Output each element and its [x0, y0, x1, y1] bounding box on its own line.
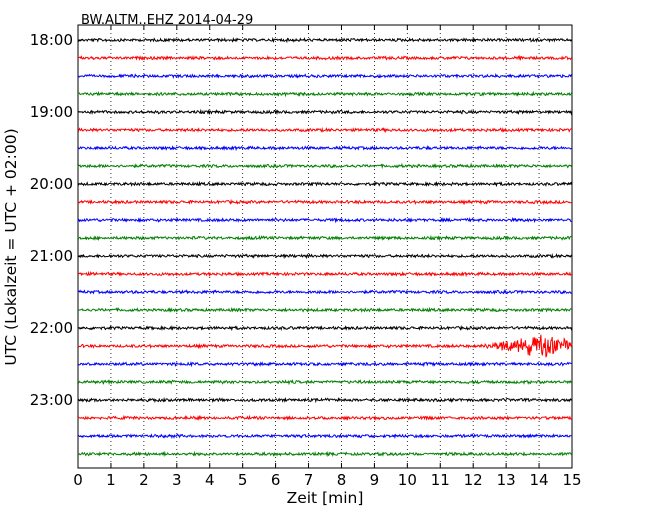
seismic-trace	[77, 450, 573, 458]
seismic-trace	[77, 324, 573, 332]
seismic-trace	[77, 306, 573, 313]
x-tick-label: 8	[337, 471, 347, 489]
x-tick-label: 3	[172, 471, 182, 489]
x-tick-label: 14	[530, 471, 549, 489]
seismic-trace	[77, 90, 573, 98]
seismic-trace	[77, 198, 573, 206]
x-tick-label: 5	[238, 471, 248, 489]
y-tick-label: 22:00	[30, 319, 73, 337]
plot-frame	[77, 24, 573, 469]
x-tick-label: 9	[370, 471, 380, 489]
y-tick-label: 18:00	[30, 31, 73, 49]
seismic-trace	[77, 396, 573, 404]
x-tick-label: 10	[398, 471, 417, 489]
seismic-trace	[77, 54, 573, 62]
seismic-trace	[77, 108, 573, 116]
seismic-trace	[77, 289, 573, 295]
seismic-trace	[77, 162, 573, 170]
x-tick-label: 4	[205, 471, 215, 489]
y-tick-label: 20:00	[30, 175, 73, 193]
x-tick-label: 0	[73, 471, 83, 489]
seismic-trace	[77, 72, 573, 79]
seismic-trace	[77, 433, 573, 440]
x-tick-label: 1	[106, 471, 116, 489]
y-tick-label: 23:00	[30, 391, 73, 409]
grid-lines	[110, 25, 540, 468]
seismic-trace	[77, 216, 573, 224]
trace-layer	[77, 36, 573, 458]
x-tick-label: 2	[139, 471, 149, 489]
seismic-trace	[77, 180, 573, 188]
seismic-trace	[77, 414, 573, 421]
x-tick-label: 13	[497, 471, 516, 489]
seismic-trace	[77, 126, 573, 134]
x-tick-label: 7	[304, 471, 314, 489]
y-axis-label: UTC (Lokalzeit = UTC + 02:00)	[2, 128, 20, 365]
x-tick-label: 11	[431, 471, 450, 489]
chart-title: BW.ALTM..EHZ 2014-04-29	[81, 13, 253, 28]
seismic-trace	[77, 252, 573, 260]
y-axis: 18:00 19:00 20:00 21:00 22:00 23:00	[30, 31, 572, 409]
seismic-trace	[77, 270, 573, 278]
x-axis-label: Zeit [min]	[287, 489, 364, 507]
seismic-trace	[77, 36, 573, 44]
x-tick-label: 15	[562, 471, 581, 489]
seismic-trace	[77, 145, 573, 152]
x-tick-label: 6	[271, 471, 281, 489]
y-tick-label: 19:00	[30, 103, 73, 121]
x-axis: 0 1 2 3 4 5 6 7 8 9 10 11 12 13 14 15	[73, 25, 582, 489]
x-tick-label: 12	[464, 471, 483, 489]
seismic-trace	[77, 234, 573, 242]
y-tick-label: 21:00	[30, 247, 73, 265]
seismic-trace	[77, 360, 573, 368]
seismic-trace	[77, 379, 573, 386]
seismic-trace	[77, 334, 573, 358]
